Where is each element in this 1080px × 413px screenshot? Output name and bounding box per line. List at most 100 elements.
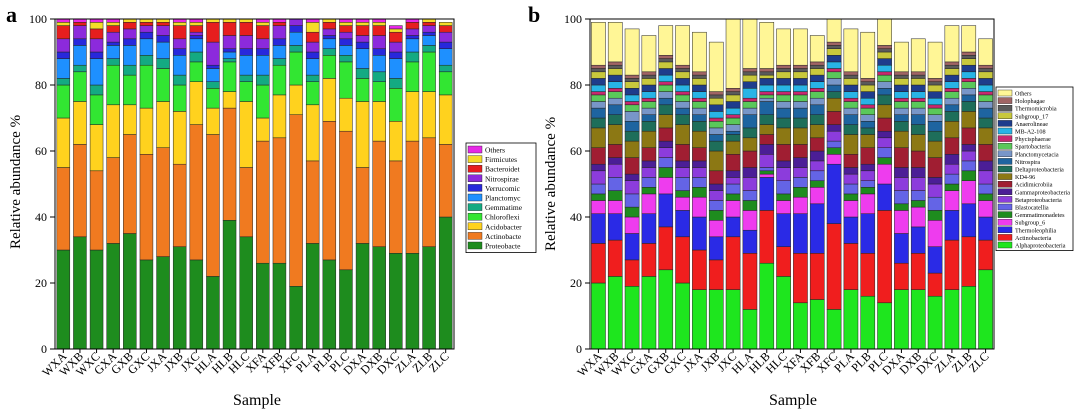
- bar-segment: [239, 22, 253, 36]
- bar-segment: [894, 121, 909, 132]
- bar-stack-gxc: [139, 18, 154, 350]
- bar-segment: [289, 18, 303, 26]
- bar-segment: [641, 107, 657, 115]
- bar-segment: [843, 28, 859, 73]
- legend-swatch: [997, 234, 1013, 241]
- bar-segment: [961, 88, 977, 96]
- bar-segment: [339, 45, 353, 56]
- bar-segment: [607, 239, 623, 277]
- bar-segment: [139, 22, 154, 26]
- bar-segment: [776, 180, 791, 195]
- bar-segment: [56, 78, 71, 86]
- bar-segment: [978, 144, 993, 162]
- bar-segment: [355, 25, 370, 36]
- bar-segment: [206, 64, 220, 69]
- bar-segment: [355, 167, 370, 244]
- legend-swatch: [997, 218, 1013, 226]
- bar-segment: [826, 68, 842, 73]
- bar-segment: [759, 22, 775, 69]
- bar-segment: [139, 154, 154, 261]
- legend-label: Acidobacter: [485, 222, 522, 231]
- bar-segment: [978, 107, 993, 119]
- bar-segment: [675, 84, 690, 92]
- bar-segment: [692, 78, 707, 86]
- bar-segment: [172, 25, 187, 40]
- y-tick-label: 80: [35, 78, 47, 92]
- bar-segment: [910, 84, 926, 92]
- bar-segment: [73, 236, 87, 350]
- bar-segment: [927, 246, 943, 274]
- bar-segment: [759, 210, 775, 264]
- bar-segment: [675, 167, 690, 178]
- bar-segment: [793, 187, 808, 198]
- bar-segment: [708, 127, 724, 135]
- bar-segment: [222, 51, 237, 59]
- bar-segment: [944, 121, 960, 139]
- bar-segment: [156, 147, 170, 257]
- legend-swatch: [997, 97, 1013, 104]
- bar-segment: [860, 170, 876, 181]
- bars-a: [56, 18, 453, 350]
- bar-segment: [222, 35, 237, 49]
- bar-segment: [591, 64, 606, 69]
- bar-segment: [961, 78, 977, 82]
- bar-segment: [658, 226, 674, 271]
- bar-segment: [708, 236, 724, 261]
- bar-segment: [658, 157, 674, 168]
- bar-segment: [355, 48, 370, 69]
- bar-segment: [624, 101, 640, 106]
- bar-segment: [692, 91, 707, 99]
- bar-segment: [927, 81, 943, 86]
- bar-segment: [843, 124, 859, 135]
- bar-segment: [944, 210, 960, 241]
- bar-segment: [826, 111, 842, 125]
- bar-segment: [793, 78, 808, 86]
- bar-segment: [809, 64, 825, 69]
- legend-item: Acidobacter: [467, 222, 522, 231]
- bar-segment: [389, 51, 403, 59]
- bar-segment: [894, 233, 909, 264]
- bar-segment: [422, 45, 436, 53]
- legend-label: Bacteroidet: [485, 165, 520, 174]
- bar-segment: [793, 157, 808, 168]
- bar-segment: [809, 170, 825, 181]
- bar-segment: [658, 97, 674, 106]
- bar-segment: [910, 101, 926, 109]
- bar-segment: [222, 91, 237, 109]
- bar-segment: [894, 203, 909, 211]
- bar-segment: [339, 22, 353, 26]
- bar-segment: [860, 114, 876, 122]
- bar-segment: [355, 101, 370, 168]
- bar-segment: [843, 84, 859, 92]
- legend-swatch: [997, 120, 1013, 127]
- bar-segment: [624, 130, 640, 142]
- bar-segment: [675, 64, 690, 69]
- legend-swatch: [997, 241, 1013, 249]
- bar-segment: [910, 177, 926, 191]
- bar-segment: [591, 84, 606, 92]
- bar-segment: [725, 200, 741, 218]
- bar-segment: [944, 64, 960, 69]
- bar-segment: [641, 147, 657, 162]
- bar-stack-wxc: [89, 18, 104, 350]
- bar-segment: [860, 84, 876, 92]
- legend-label: Deltaproteobacteria: [1015, 167, 1064, 174]
- bar-segment: [322, 48, 337, 56]
- bar-segment: [742, 200, 758, 211]
- bar-segment: [305, 22, 320, 33]
- x-tick-label: ZLC: [426, 349, 452, 375]
- bar-segment: [809, 68, 825, 76]
- bar-segment: [910, 226, 926, 254]
- bar-segment: [910, 150, 926, 168]
- bar-segment: [776, 78, 791, 86]
- bar-stack-zlb: [422, 18, 436, 350]
- bar-stack-gxb: [123, 18, 137, 350]
- bar-segment: [910, 78, 926, 86]
- bar-segment: [422, 51, 436, 92]
- legend-label: Planctomycetacia: [1015, 151, 1059, 158]
- legend-item: Blastocatellia: [997, 203, 1049, 212]
- bar-segment: [978, 117, 993, 129]
- bar-segment: [927, 183, 943, 198]
- bar-segment: [877, 74, 892, 82]
- bar-segment: [894, 210, 909, 234]
